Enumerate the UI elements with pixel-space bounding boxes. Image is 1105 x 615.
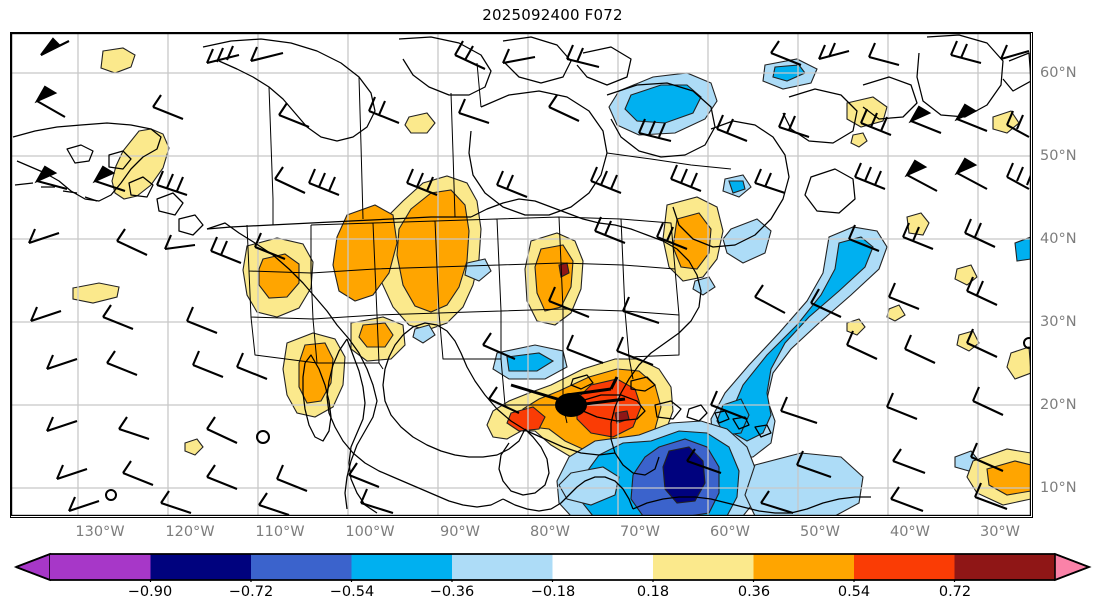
lon-tick-60w: 60°W [709,524,751,540]
lon-tick-130w: 130°W [75,524,125,540]
wind-barbs [28,37,1031,516]
lat-tick-40n: 40°N [1040,231,1077,247]
colorbar-label-3: −0.36 [429,584,475,600]
lat-tick-10n: 10°N [1040,480,1077,496]
colorbar-seg-6 [653,554,754,580]
colorbar-seg-7 [753,554,854,580]
colorbar-seg-4 [452,554,553,580]
lon-tick-50w: 50°W [799,524,841,540]
colorbar-under-arrow [13,552,51,582]
colorbar-seg-8 [854,554,955,580]
dense-barb-cluster [510,376,626,417]
lat-tick-50n: 50°N [1040,148,1077,164]
colorbar-label-1: −0.72 [228,584,274,600]
lon-tick-90w: 90°W [439,524,481,540]
lat-tick-20n: 20°N [1040,397,1077,413]
colorbar-label-4: −0.18 [530,584,576,600]
map-canvas [11,33,1031,516]
lon-tick-80w: 80°W [529,524,571,540]
colorbar-seg-3 [351,554,452,580]
lon-tick-70w: 70°W [619,524,661,540]
colorbar-label-8: 0.72 [938,584,972,600]
colorbar-label-2: −0.54 [329,584,375,600]
colorbar-seg-5 [552,554,653,580]
map-panel [10,32,1033,518]
colorbar-seg-1 [150,554,251,580]
lat-tick-60n: 60°N [1040,65,1077,81]
colorbar-label-7: 0.54 [837,584,871,600]
colorbar-seg-9 [954,554,1055,580]
lon-tick-120w: 120°W [165,524,215,540]
colorbar-outline [15,553,1092,581]
lon-tick-30w: 30°W [979,524,1021,540]
lon-tick-100w: 100°W [345,524,395,540]
colorbar-ticks [149,580,956,582]
colorbar-over-arrow [1054,552,1092,582]
chart-title: 2025092400 F072 [482,6,623,24]
map-gridlines [11,33,1031,516]
colorbar-seg-2 [251,554,352,580]
colorbar-seg-0 [50,554,151,580]
colorbar-label-6: 0.36 [737,584,771,600]
colorbar-label-0: −0.90 [127,584,173,600]
lon-tick-110w: 110°W [255,524,305,540]
lat-tick-30n: 30°N [1040,314,1077,330]
coastlines-and-borders [12,34,1031,514]
lon-tick-40w: 40°W [889,524,931,540]
colorbar-label-5: 0.18 [636,584,670,600]
colorbar [10,552,1095,582]
colorbar-canvas [13,552,1092,582]
